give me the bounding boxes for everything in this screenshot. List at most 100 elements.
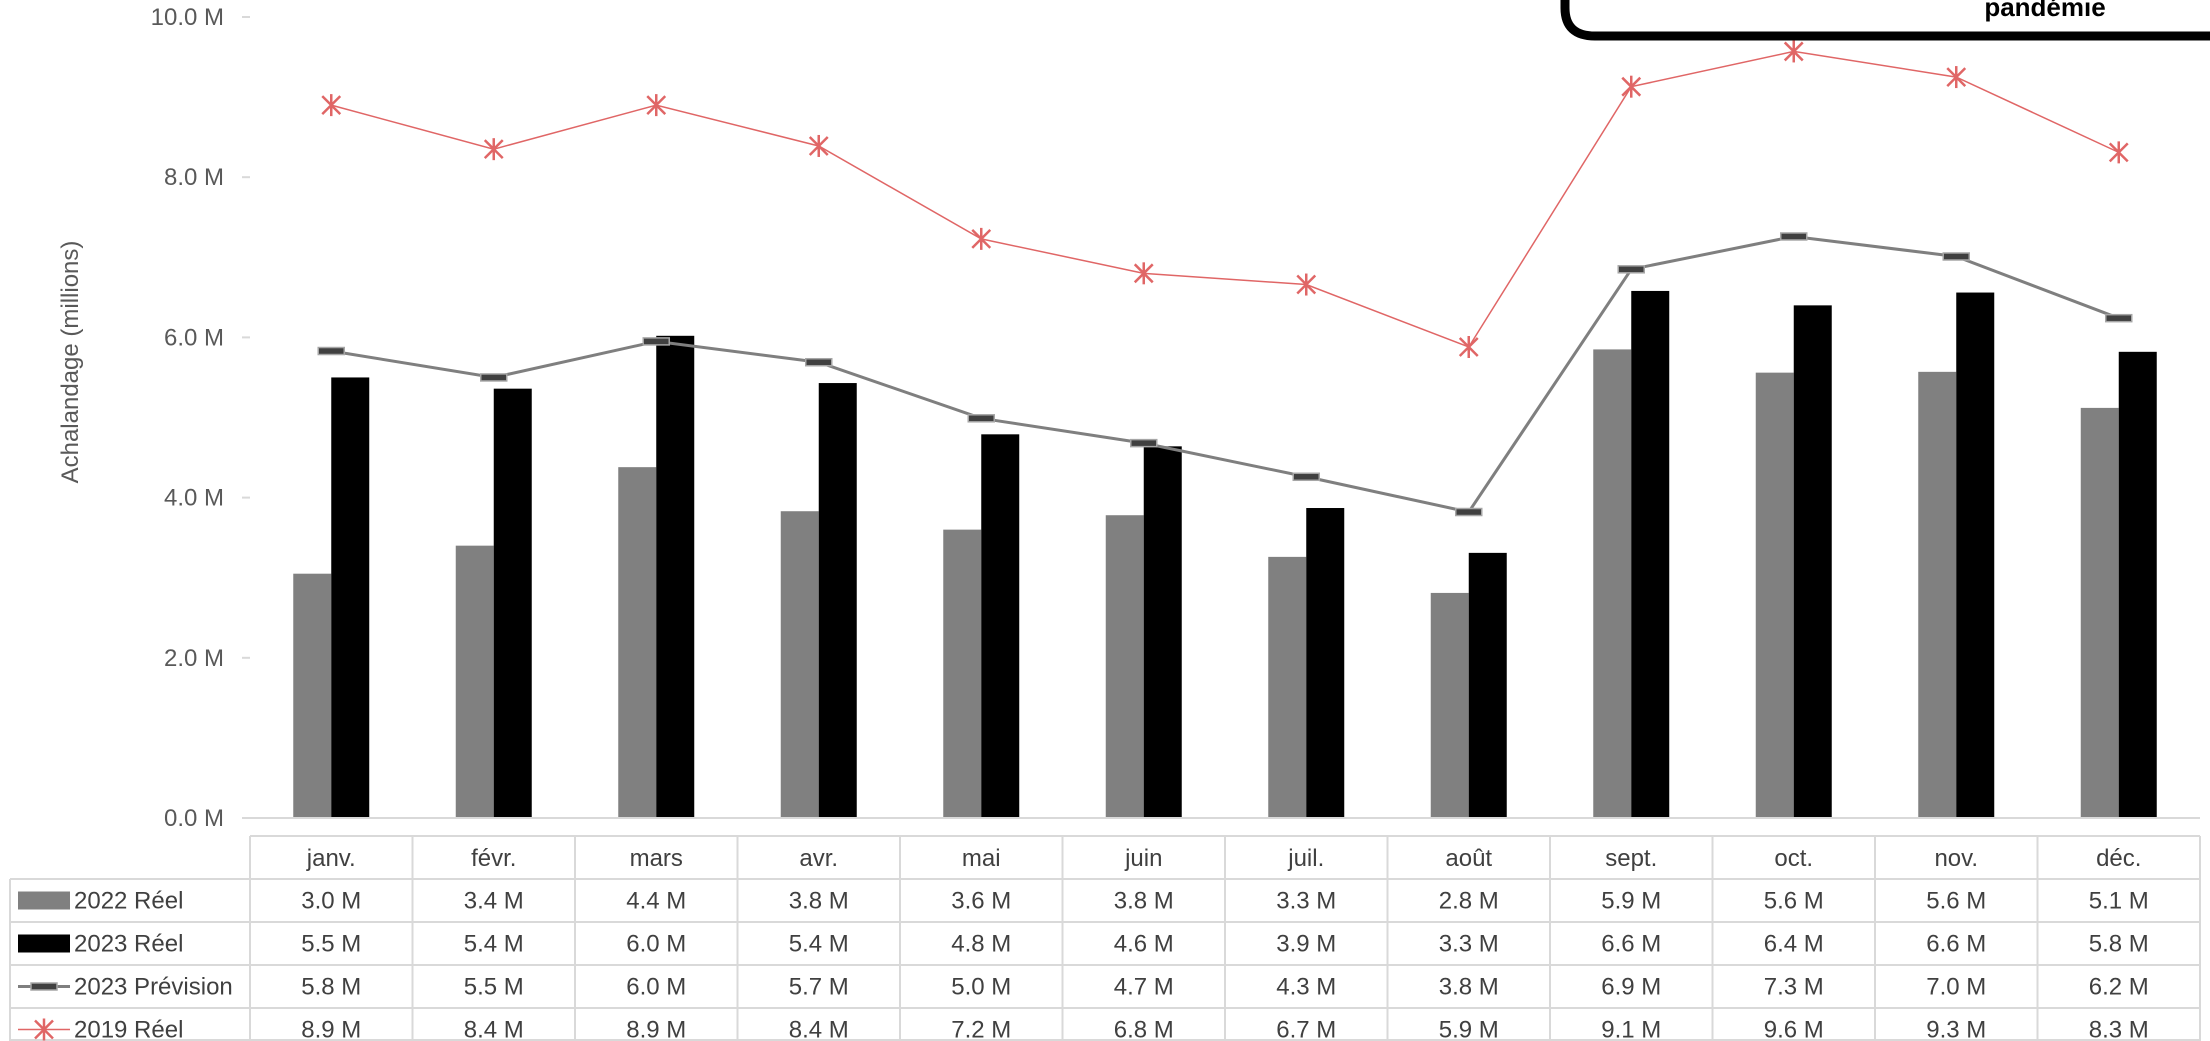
legend-label: 2023 Réel [74, 931, 183, 958]
bar-2023-réel [1793, 305, 1832, 818]
point-2023-prévision [805, 357, 833, 367]
point-2019-réel [1783, 40, 1804, 63]
point-2023-prévision [480, 373, 508, 382]
table-cell: 7.2 M [951, 1017, 1011, 1041]
table-cell: 4.6 M [1114, 931, 1174, 958]
table-cell: 8.9 M [626, 1017, 686, 1041]
y-axis-ticks: 0.0 M 2.0 M 4.0 M 6.0 M 8.0 M 10.0 M [151, 4, 250, 832]
table-cell: 5.6 M [1764, 888, 1824, 915]
y-tick-label: 10.0 M [151, 4, 224, 31]
bar-2022-réel [1755, 372, 1794, 818]
bar-2023-réel [493, 388, 532, 818]
legend-label: 2022 Réel [74, 888, 183, 915]
point-2023-prévision [2105, 313, 2133, 323]
table-cell: 5.5 M [301, 931, 361, 958]
x-tick-label: janv. [306, 845, 356, 872]
table-cell: 9.1 M [1601, 1017, 1661, 1041]
table-cell: 3.8 M [1439, 974, 1499, 1001]
bar-2022-réel [943, 529, 982, 818]
table-cell: 5.9 M [1439, 1017, 1499, 1041]
legend-label: 2023 Prévision [74, 974, 233, 1001]
table-cell: 3.9 M [1276, 931, 1336, 958]
callout-box: pandémie [1560, 0, 2210, 41]
point-2019-réel [646, 94, 667, 117]
table-cell: 8.9 M [301, 1017, 361, 1041]
x-tick-label: nov. [1934, 845, 1978, 872]
x-tick-label: déc. [2096, 845, 2141, 872]
table-cell: 5.5 M [464, 974, 524, 1001]
point-2019-réel [1133, 262, 1154, 285]
legend-key-2023-réel [18, 934, 70, 953]
table-cell: 3.3 M [1276, 888, 1336, 915]
line-2023-prévision [331, 234, 2120, 514]
table-cell: 3.8 M [789, 888, 849, 915]
bar-2023-réel [331, 377, 370, 818]
point-2023-prévision [1130, 438, 1158, 448]
point-2023-prévision [1455, 507, 1483, 517]
y-tick-label: 6.0 M [164, 324, 224, 351]
table-cell: 3.4 M [464, 888, 524, 915]
point-2023-prévision [1292, 472, 1320, 482]
table-cell: 3.6 M [951, 888, 1011, 915]
x-tick-label: août [1445, 845, 1492, 872]
bar-2023-réel [656, 335, 695, 818]
point-2023-prévision [1942, 252, 1970, 261]
table-cell: 7.0 M [1926, 974, 1986, 1001]
table-cell: 6.0 M [626, 974, 686, 1001]
table-cell: 5.7 M [789, 974, 849, 1001]
bar-2023-réel [981, 434, 1020, 818]
bar-2022-réel [618, 467, 657, 818]
point-2023-prévision [642, 337, 670, 346]
table-cell: 5.6 M [1926, 888, 1986, 915]
table-cell: 8.4 M [464, 1017, 524, 1041]
point-2023-prévision [967, 414, 995, 423]
bar-2023-réel [1631, 290, 1670, 818]
point-2019-réel [483, 138, 504, 161]
bars [250, 290, 2200, 819]
table-cell: 6.6 M [1601, 931, 1661, 958]
point-2023-prévision [1617, 265, 1645, 274]
x-tick-label: juin [1124, 845, 1162, 872]
x-tick-label: mai [962, 845, 1001, 872]
point-2019-réel [2108, 141, 2129, 164]
bar-2023-réel [1468, 552, 1507, 818]
bar-2022-réel [455, 545, 494, 818]
bar-2022-réel [1430, 592, 1469, 818]
bar-2023-réel [1956, 292, 1995, 818]
point-2019-réel [1296, 273, 1317, 296]
y-axis-title: Achalandage (millions) [57, 241, 84, 484]
table-cell: 4.3 M [1276, 974, 1336, 1001]
bar-2023-réel [818, 383, 857, 818]
point-2019-réel [1946, 66, 1967, 89]
bar-2023-réel [1143, 446, 1182, 818]
x-tick-label: juil. [1287, 845, 1324, 872]
callout-text: pandémie [1984, 0, 2105, 22]
bar-2023-réel [1306, 508, 1345, 818]
bar-2022-réel [1918, 371, 1957, 818]
table-cell: 8.4 M [789, 1017, 849, 1041]
legend-key-2022-réel [18, 891, 70, 910]
bar-2022-réel [293, 573, 332, 818]
table-cell: 6.6 M [1926, 931, 1986, 958]
table-cell: 9.6 M [1764, 1017, 1824, 1041]
table-cell: 6.7 M [1276, 1017, 1336, 1041]
table-cell: 6.8 M [1114, 1017, 1174, 1041]
table-cell: 5.1 M [2089, 888, 2149, 915]
point-2019-réel [971, 227, 992, 250]
table-cell: 5.4 M [464, 931, 524, 958]
legend-marker-2019-réel [34, 1018, 54, 1041]
y-tick-label: 0.0 M [164, 805, 224, 832]
x-tick-label: févr. [471, 845, 516, 872]
data-table: janv. févr. mars avr. mai juin juil. août sept. o… [9, 835, 2201, 1041]
table-cell: 5.8 M [2089, 931, 2149, 958]
table-cell: 6.2 M [2089, 974, 2149, 1001]
bar-2023-réel [2118, 351, 2157, 818]
point-2019-réel [321, 94, 342, 117]
bar-2022-réel [1593, 349, 1632, 818]
table-cell: 5.9 M [1601, 888, 1661, 915]
y-tick-label: 4.0 M [164, 485, 224, 512]
bar-2022-réel [2080, 407, 2119, 818]
bar-2022-réel [780, 511, 819, 818]
x-tick-label: oct. [1774, 845, 1813, 872]
